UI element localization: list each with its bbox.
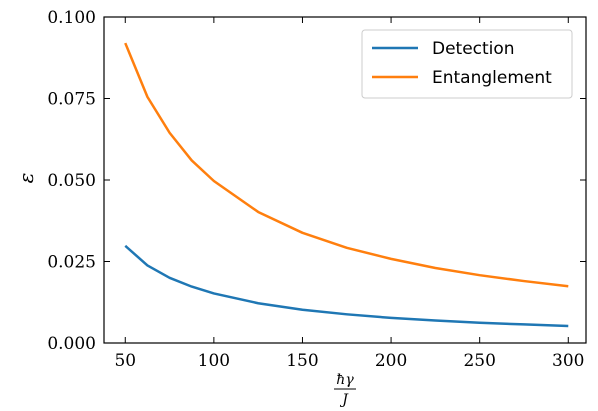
x-axis-label: ħγ J <box>334 372 356 408</box>
x-tick-label: 150 <box>286 351 318 371</box>
x-tick-label: 200 <box>375 351 407 371</box>
y-tick-label: 0.075 <box>47 90 96 110</box>
legend-label-detection: Detection <box>432 39 515 59</box>
x-axis-ticks: 50 100 150 200 250 300 <box>114 17 585 371</box>
series-layer <box>124 42 569 328</box>
y-tick-label: 0.000 <box>47 334 96 354</box>
x-tick-label: 300 <box>552 351 584 371</box>
y-axis-ticks: 0.000 0.025 0.050 0.075 0.100 <box>47 8 586 354</box>
x-tick-label: 250 <box>463 351 495 371</box>
y-tick-label: 0.050 <box>47 171 96 191</box>
legend-label-entanglement: Entanglement <box>432 68 552 88</box>
y-axis-label: ε <box>14 173 38 184</box>
legend: Detection Entanglement <box>361 29 573 99</box>
x-axis-label-denominator: J <box>339 392 349 408</box>
y-tick-label: 0.025 <box>47 253 96 273</box>
y-tick-label: 0.100 <box>47 8 96 28</box>
series-line-detection <box>124 244 569 328</box>
x-tick-label: 100 <box>198 351 230 371</box>
x-axis-label-numerator: ħγ <box>336 372 354 388</box>
series-line-entanglement <box>124 42 569 288</box>
x-tick-label: 50 <box>114 351 136 371</box>
